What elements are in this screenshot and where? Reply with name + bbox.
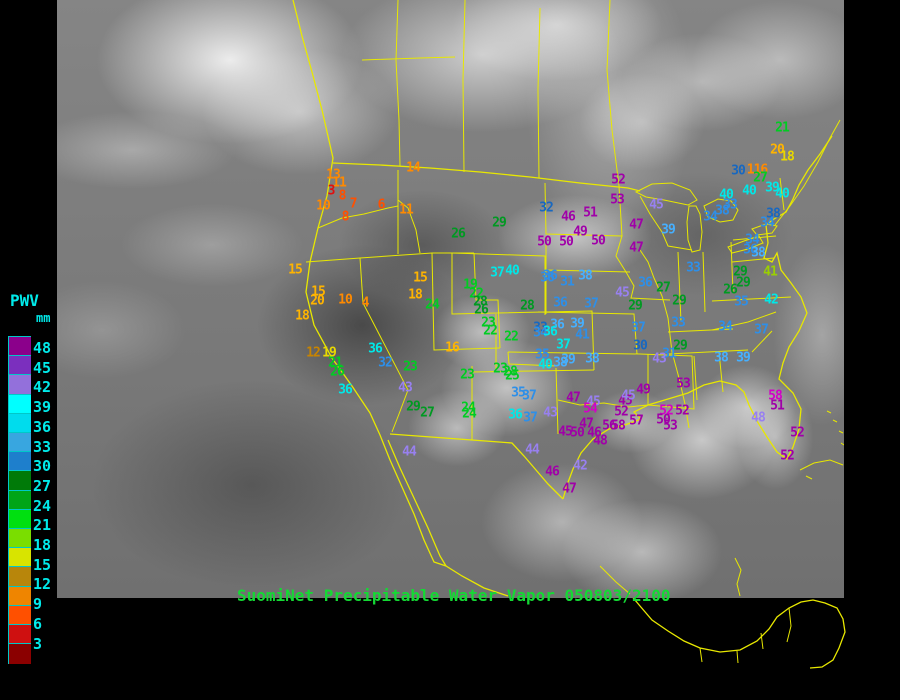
legend-swatch (8, 489, 31, 511)
legend-value: 3 (33, 634, 43, 653)
pwv-color-scale: PWV mm 48 45 42 39 36 33 30 27 24 21 18 15 12 9 6 3 (0, 0, 70, 700)
legend-title: PWV (10, 291, 39, 310)
legend-value: 12 (33, 575, 52, 594)
legend-swatch (8, 624, 31, 645)
legend-swatch (8, 604, 31, 626)
legend-value: 36 (33, 417, 52, 436)
legend-swatch (8, 643, 31, 665)
satellite-image-area (57, 0, 844, 598)
legend-value: 24 (33, 496, 52, 515)
legend-value: 27 (33, 476, 52, 495)
legend-swatch (8, 508, 31, 530)
south-borders-area (560, 598, 900, 700)
legend-value: 9 (33, 595, 43, 614)
legend-swatch (8, 412, 31, 434)
legend-value: 45 (33, 358, 52, 377)
legend-value: 42 (33, 378, 52, 397)
mexico-yucatan-borders (632, 598, 846, 669)
legend-swatch (8, 432, 31, 453)
legend-swatch (8, 355, 31, 377)
legend-swatch (8, 393, 31, 415)
legend-value: 39 (33, 398, 52, 417)
product-title: SuomiNet Precipitable Water Vapor 050803… (237, 586, 671, 605)
legend-swatch (8, 566, 31, 588)
legend-value: 48 (33, 339, 52, 357)
legend-value: 6 (33, 614, 43, 633)
legend-value: 18 (33, 536, 52, 554)
legend-swatch (8, 585, 31, 607)
legend-units: mm (36, 311, 51, 325)
legend-swatch (8, 374, 31, 396)
legend-swatch (8, 528, 31, 549)
legend-swatch (8, 336, 31, 357)
satellite-clouds-background (57, 0, 844, 598)
legend-value: 33 (33, 437, 52, 456)
legend-value: 30 (33, 457, 52, 476)
legend-swatch (8, 451, 31, 473)
legend-swatch (8, 547, 31, 569)
legend-swatch (8, 470, 31, 492)
legend-value: 21 (33, 516, 52, 535)
legend-value: 15 (33, 555, 52, 574)
